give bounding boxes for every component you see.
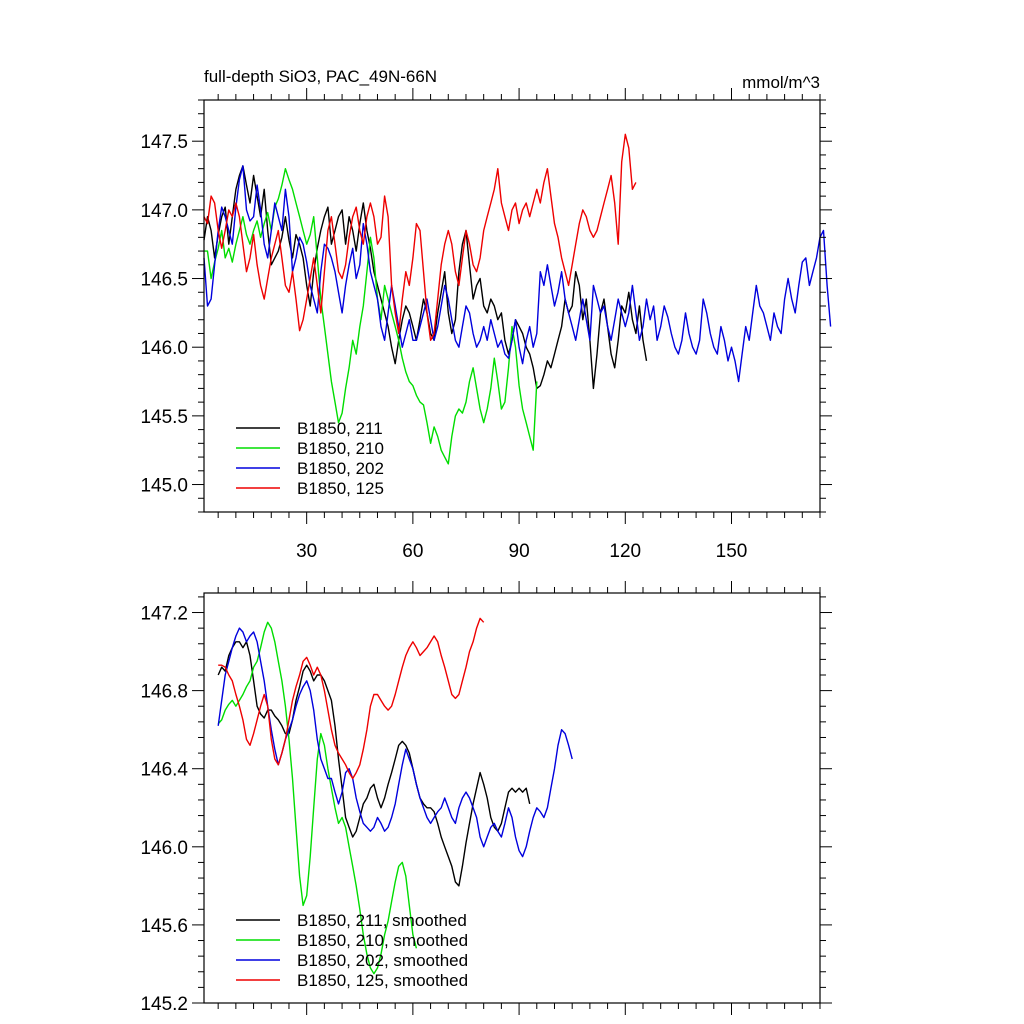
top-series-line-1 [203,165,648,390]
bottom-legend-label-3: B1850, 202, smoothed [297,951,468,970]
top-y-tick-label: 145.0 [140,476,188,497]
bottom-plot-frame [203,592,821,1004]
top-panel: full-depth SiO3, PAC_49N-66N mmol/m^3 14… [140,67,832,562]
top-x-tick-label: 30 [296,541,317,562]
top-axes: 145.0 145.5 146.0 146.5 147.0 147.5 30 60 90 120 1… [140,88,832,562]
bottom-y-tick-label: 146.4 [140,760,188,781]
bottom-y-tick-label: 145.6 [140,916,188,937]
bottom-axes: 145.2 145.6 146.0 146.4 146.8 147.2 [140,581,832,1015]
bottom-legend-label-1: B1850, 211, smoothed [297,911,467,930]
bottom-series-line-1 [217,641,531,887]
bottom-y-tick-label: 146.8 [140,682,188,703]
top-x-tick-label: 150 [716,541,748,562]
top-y-tick-label: 146.0 [140,338,188,359]
bottom-series-line-3 [217,627,573,858]
top-y-tick-label: 146.5 [140,270,188,291]
top-y-tick-label: 147.0 [140,201,188,222]
bottom-y-tick-label: 146.0 [140,838,188,859]
top-x-tick-label: 90 [509,541,530,562]
top-series-line-4 [203,133,637,341]
bottom-series-line-4 [218,617,485,780]
bottom-y-tick-label: 147.2 [140,604,188,625]
top-title: full-depth SiO3, PAC_49N-66N [204,67,437,86]
top-legend-label-1: B1850, 211 [297,419,383,438]
bottom-legend-label-2: B1850, 210, smoothed [297,931,468,950]
top-legend-label-3: B1850, 202 [297,459,384,478]
top-series-line-2 [204,168,538,465]
bottom-series-line-2 [217,621,418,975]
top-legend-label-2: B1850, 210 [297,439,384,458]
bottom-series-group [217,617,573,975]
bottom-legend-label-4: B1850, 125, smoothed [297,971,468,990]
top-y-tick-label: 145.5 [140,407,188,428]
units-label: mmol/m^3 [742,73,820,92]
bottom-y-tick-label: 145.2 [140,994,188,1015]
top-series-group [203,133,832,465]
top-x-tick-label: 60 [402,541,423,562]
bottom-panel: 145.2 145.6 146.0 146.4 146.8 147.2 B1850, 21… [140,581,832,1015]
top-x-tick-label: 120 [609,541,641,562]
top-legend-label-4: B1850, 125 [297,479,384,498]
top-y-tick-label: 147.5 [140,132,188,153]
top-series-line-3 [203,165,832,383]
